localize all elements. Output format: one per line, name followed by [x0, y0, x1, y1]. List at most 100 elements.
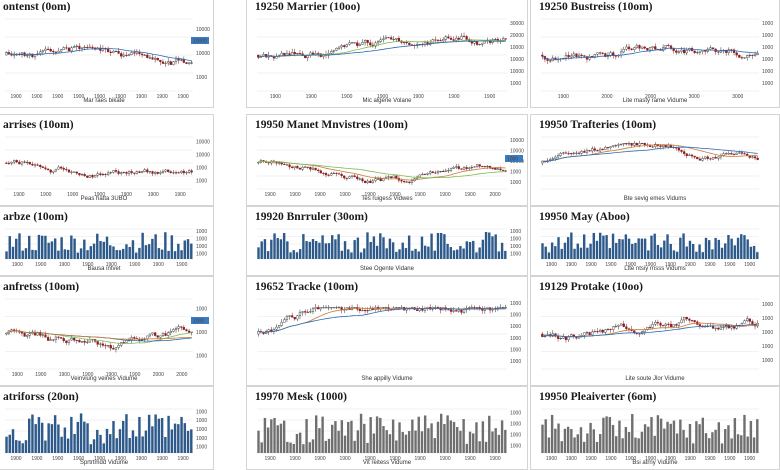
candle [78, 172, 81, 176]
candle [442, 39, 445, 42]
bar [356, 430, 360, 453]
bar [15, 440, 18, 453]
y-tick-label: 1000 [510, 169, 521, 175]
candle [296, 315, 299, 320]
bar [99, 434, 102, 453]
bar [266, 251, 270, 259]
x-tick-label: 1900 [484, 94, 495, 100]
candle [143, 54, 146, 56]
candle [350, 175, 354, 177]
bar [24, 248, 28, 259]
x-tick-label: 1900 [12, 372, 23, 378]
candle [730, 49, 733, 51]
candle [88, 175, 91, 178]
candle [376, 41, 380, 44]
candle [449, 309, 453, 312]
candle [112, 347, 115, 350]
bar [311, 239, 315, 259]
candle [740, 152, 744, 154]
x-tick-label: 1900 [724, 262, 735, 268]
y-tick-label: 10000 [510, 138, 524, 144]
plot-area: 10000 10000 1000 1000 1900 1900 1900 1900 1900 19… [5, 136, 210, 198]
candle [751, 54, 754, 56]
bar [730, 238, 733, 259]
candle [109, 51, 112, 53]
x-tick-label: 1900 [148, 192, 159, 198]
bar [302, 444, 305, 453]
x-tick-label: 1900 [178, 94, 189, 100]
bar [138, 247, 141, 259]
y-tick-label: 1000 [510, 324, 521, 330]
bar [756, 419, 759, 453]
bar [177, 243, 180, 259]
candle [641, 46, 644, 49]
candle [13, 160, 16, 163]
bar [468, 431, 472, 453]
candle [140, 53, 144, 56]
y-tick-label: 1000 [196, 75, 207, 81]
candle [583, 55, 586, 57]
candle [267, 162, 270, 164]
candle [49, 169, 52, 173]
bar [350, 420, 353, 453]
candle [667, 323, 670, 325]
candle [732, 326, 736, 329]
candle [501, 307, 505, 309]
candle [330, 307, 333, 309]
chart-caption: Vit reitess Vidume [362, 460, 412, 466]
candle [49, 49, 52, 52]
candle [36, 332, 39, 336]
candle [567, 153, 570, 155]
bar [47, 423, 50, 453]
candle [31, 53, 34, 58]
x-tick-label: 1900 [35, 262, 46, 268]
candle [593, 148, 596, 151]
bar [570, 232, 573, 259]
candle [392, 175, 395, 179]
bar [154, 234, 157, 259]
candle [556, 155, 560, 158]
bar [494, 428, 497, 453]
bar [366, 443, 369, 453]
y-tick-label: 1000 [196, 179, 207, 185]
bar [420, 431, 424, 453]
bar [685, 437, 688, 453]
x-tick-label: 1900 [52, 94, 63, 100]
candle [65, 169, 68, 171]
y-tick-label: 1000 [762, 33, 773, 39]
bar [308, 241, 311, 259]
candle [730, 153, 733, 155]
candle [638, 45, 641, 49]
candle [348, 176, 351, 179]
bar [554, 246, 557, 259]
candle [340, 45, 343, 48]
candle [672, 48, 675, 51]
candle [403, 180, 406, 183]
candle [583, 332, 586, 336]
candle [311, 52, 315, 55]
candle [617, 324, 620, 327]
candle [356, 42, 359, 46]
bar [714, 237, 717, 259]
bar [79, 248, 83, 259]
bar [44, 440, 47, 453]
x-tick-label: 1900 [390, 456, 401, 462]
candle [319, 170, 322, 174]
candle [75, 45, 78, 47]
x-tick-label: 1900 [744, 456, 755, 462]
bar [599, 434, 602, 453]
bar [650, 235, 653, 259]
bar [749, 246, 753, 259]
candle [99, 343, 102, 345]
bar [147, 244, 151, 259]
bar [40, 235, 44, 259]
bar [566, 237, 570, 259]
candle [575, 53, 578, 57]
candle [104, 345, 107, 347]
candle [577, 54, 581, 57]
candle [327, 174, 330, 176]
bar [164, 436, 167, 453]
bar [337, 430, 340, 453]
bar [321, 235, 324, 259]
